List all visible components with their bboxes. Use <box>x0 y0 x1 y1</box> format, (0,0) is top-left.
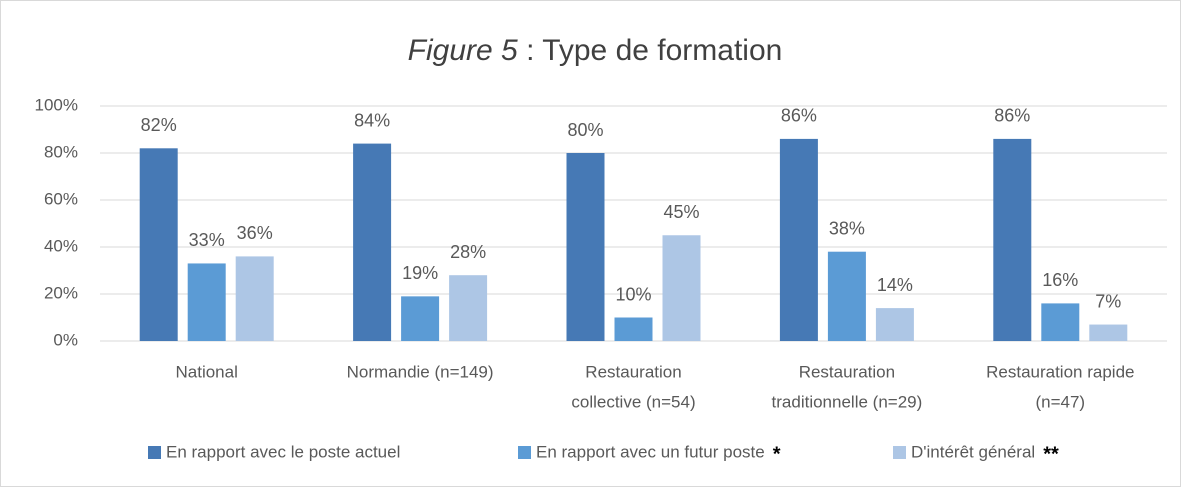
x-tick-label: Restauration rapide <box>986 362 1134 381</box>
x-tick-label: (n=47) <box>1035 392 1085 411</box>
bar <box>1089 324 1128 341</box>
legend-note: * <box>773 443 781 465</box>
value-label: 14% <box>877 275 913 295</box>
bar <box>353 143 392 341</box>
value-label: 84% <box>354 110 390 130</box>
bar <box>779 138 818 341</box>
bar <box>1041 303 1080 341</box>
value-label: 86% <box>994 106 1030 126</box>
bar <box>449 275 488 341</box>
bar <box>614 317 653 341</box>
value-label: 19% <box>402 263 438 283</box>
legend-swatch <box>518 446 531 459</box>
value-label: 10% <box>615 284 651 304</box>
value-label: 45% <box>663 202 699 222</box>
title-text: : Type de formation <box>526 34 782 67</box>
value-label: 86% <box>781 106 817 126</box>
x-tick-label: Restauration <box>585 362 681 381</box>
x-tick-label: Normandie (n=149) <box>347 362 494 381</box>
value-label: 80% <box>567 120 603 140</box>
x-tick-label: traditionnelle (n=29) <box>772 392 923 411</box>
legend-note: ** <box>1043 443 1059 465</box>
legend-label: En rapport avec le poste actuel <box>166 442 400 461</box>
y-tick-label: 60% <box>44 189 78 208</box>
x-tick-label: National <box>176 362 238 381</box>
y-tick-label: 20% <box>44 283 78 302</box>
value-label: 28% <box>450 242 486 262</box>
value-label: 36% <box>237 223 273 243</box>
bar <box>993 138 1032 341</box>
value-label: 82% <box>141 115 177 135</box>
value-label: 38% <box>829 218 865 238</box>
bar <box>401 296 440 341</box>
x-tick-label: collective (n=54) <box>571 392 695 411</box>
bar <box>235 256 274 341</box>
chart-title: Figure 5 : Type de formation <box>408 34 783 67</box>
y-tick-label: 100% <box>35 95 78 114</box>
legend-swatch <box>893 446 906 459</box>
bar <box>566 153 605 341</box>
x-tick-label: Restauration <box>799 362 895 381</box>
y-tick-label: 0% <box>53 330 78 349</box>
bar <box>139 148 178 341</box>
legend-swatch <box>148 446 161 459</box>
value-label: 33% <box>189 230 225 250</box>
value-label: 16% <box>1042 270 1078 290</box>
legend-label: D'intérêt général <box>911 442 1035 461</box>
bar <box>187 263 226 341</box>
bar <box>827 251 866 341</box>
bar <box>662 235 701 341</box>
y-tick-label: 80% <box>44 142 78 161</box>
value-label: 7% <box>1095 291 1121 311</box>
legend-label: En rapport avec un futur poste <box>536 442 765 461</box>
bar <box>875 308 914 341</box>
title-prefix: Figure 5 <box>408 34 518 67</box>
y-tick-label: 40% <box>44 236 78 255</box>
